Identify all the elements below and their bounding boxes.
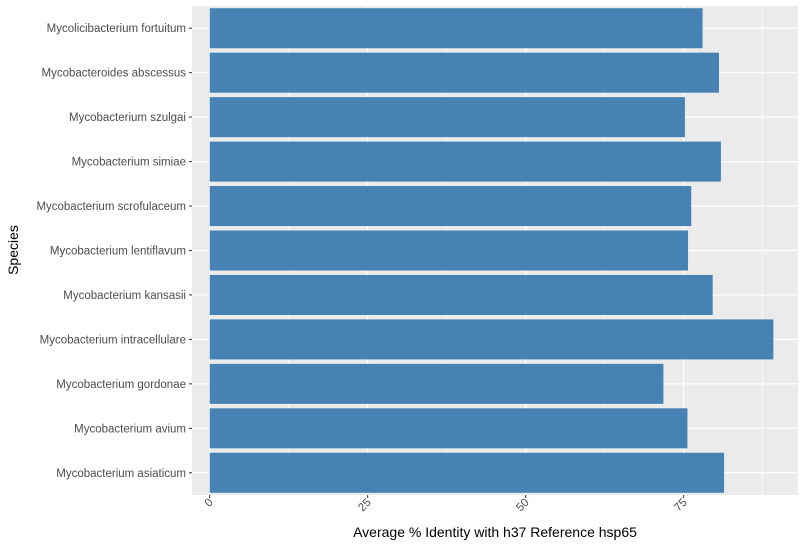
bar (209, 319, 774, 360)
y-axis-title: Species (5, 225, 21, 275)
y-tick-label: Mycobacterium kansasii (63, 290, 186, 302)
x-axis-title: Average % Identity with h37 Reference hs… (353, 524, 637, 540)
y-tick-label: Mycobacterium avium (74, 423, 186, 435)
bar (209, 97, 685, 138)
bar (209, 452, 725, 493)
y-tick-label: Mycobacterium gordonae (56, 379, 186, 391)
y-tick-label: Mycobacterium scrofulaceum (36, 201, 186, 213)
bar (209, 8, 703, 49)
bar (209, 141, 721, 182)
y-axis-ticks: Mycolicibacterium fortuitum Mycobacteroid… (36, 23, 192, 480)
y-tick-label: Mycobacterium intracellulare (40, 334, 186, 346)
y-tick-label: Mycolicibacterium fortuitum (47, 23, 186, 35)
y-tick-label: Mycobacterium asiaticum (56, 468, 186, 480)
y-tick-label: Mycobacteroides abscessus (42, 68, 187, 80)
bar (209, 186, 692, 227)
bar (209, 230, 689, 271)
bar (209, 408, 688, 449)
bar (209, 52, 720, 93)
y-tick-label: Mycobacterium szulgai (69, 112, 186, 124)
x-tick-label: 0 (203, 497, 216, 510)
bar (209, 274, 713, 315)
y-tick-label: Mycobacterium simiae (72, 157, 186, 169)
bars-group (209, 8, 774, 493)
bar (209, 363, 664, 404)
x-tick-label: 75 (672, 497, 690, 515)
x-tick-label: 25 (356, 497, 374, 515)
x-axis-ticks: 0 25 50 75 (203, 495, 690, 514)
y-tick-label: Mycobacterium lentiflavum (50, 246, 186, 258)
x-tick-label: 50 (514, 497, 532, 515)
